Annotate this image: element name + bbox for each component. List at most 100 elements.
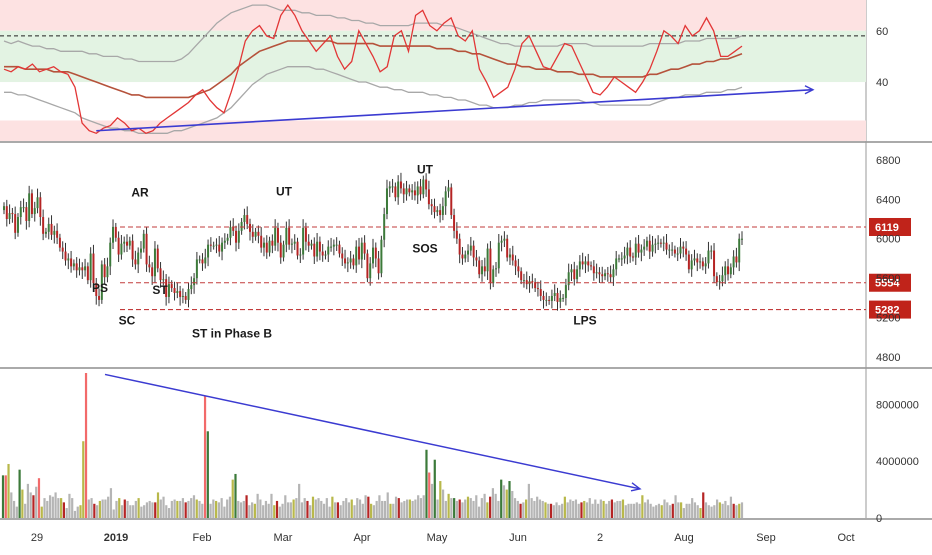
volume-bar [469,498,472,518]
price-candle [508,248,511,265]
price-candle [212,241,215,250]
price-candle [207,239,210,267]
price-candle [139,241,142,259]
volume-bar [43,498,46,518]
price-level-label: 5554 [875,278,900,290]
volume-trendline [104,373,641,490]
price-candle [5,199,8,227]
price-candle [36,188,39,214]
price-candle [204,248,207,269]
price-candle [39,192,42,226]
volume-bar [262,505,265,518]
price-candle [441,197,444,221]
volume-bar [239,502,243,518]
volume-bar [364,495,367,518]
price-candle [352,254,355,270]
price-candle [293,234,296,250]
price-candle [307,234,310,252]
price-tick-label: 5200 [876,313,900,325]
price-candle [467,244,470,263]
price-candle [276,222,279,252]
volume-bar [652,506,655,518]
time-tick-label: Sep [756,532,776,544]
price-candle [651,235,654,257]
volume-bar [181,498,185,518]
volume-bar [347,502,351,518]
price-candle [489,241,492,290]
price-candle [369,257,372,286]
wyckoff-annotation: ST [152,283,168,297]
price-candle [324,250,327,260]
price-candle [282,240,285,262]
price-candle [391,178,394,193]
price-candle [288,219,291,250]
price-candle [548,295,551,305]
volume-bar [511,490,514,518]
price-candle [450,183,453,219]
volume-bar [165,505,168,518]
volume-panel: 8000000 4000000 0 [1,373,919,525]
price-candle [536,281,539,297]
oscillator-panel: 60 40 [0,0,888,141]
price-candle [657,235,660,250]
volume-bar [350,499,353,518]
volume-bar [693,502,697,518]
volume-bar [234,473,237,518]
volume-bar [209,503,212,518]
price-candle [408,184,411,197]
volume-bar [322,503,326,518]
volume-bar [569,499,572,518]
price-candle [16,213,19,237]
volume-bar [104,499,107,518]
price-level-label: 5282 [875,305,899,317]
volume-bar [549,503,553,518]
volume-bar [361,503,364,518]
volume-bar [541,500,544,518]
volume-bar [217,502,220,518]
price-candle [472,240,475,267]
price-candle [243,208,246,230]
volume-bar [383,500,387,518]
price-candle [606,266,609,282]
volume-bar [464,499,467,518]
price-candle [3,202,5,215]
price-candle [117,231,120,263]
volume-bar [688,503,691,518]
volume-bar [356,498,359,518]
price-candle [668,244,671,259]
price-candle [590,261,593,271]
volume-bar [441,489,445,518]
volume-bar [32,495,35,518]
volume-bar [527,483,530,518]
volume-bar [367,496,370,518]
price-candle [458,233,461,264]
price-candle [405,180,408,201]
price-tick-label: 5600 [876,273,900,285]
volume-bar [65,508,68,518]
price-candle [70,250,73,273]
volume-bar [292,499,295,518]
volume-bar [173,499,176,518]
volume-bar [386,492,389,518]
volume-bar [627,503,630,518]
price-candle [221,237,224,261]
volume-bar [123,499,126,518]
oscillator-trendline [96,88,814,132]
price-candle [394,182,397,202]
volume-bar [715,499,719,518]
oscillator-trendline-arrow [804,85,815,95]
volume-bar [447,493,450,518]
price-candle [170,280,173,293]
price-candle [701,257,704,271]
price-candle [145,227,148,272]
price-candle [120,234,123,260]
price-candle [377,250,380,280]
volume-bar [610,499,614,518]
price-candle [615,250,618,276]
volume-bar [668,505,672,518]
volume-bar [212,499,215,518]
time-tick-label: Aug [674,532,694,544]
price-candle [50,215,53,240]
volume-bar [120,505,124,518]
volume-bar [486,502,489,518]
